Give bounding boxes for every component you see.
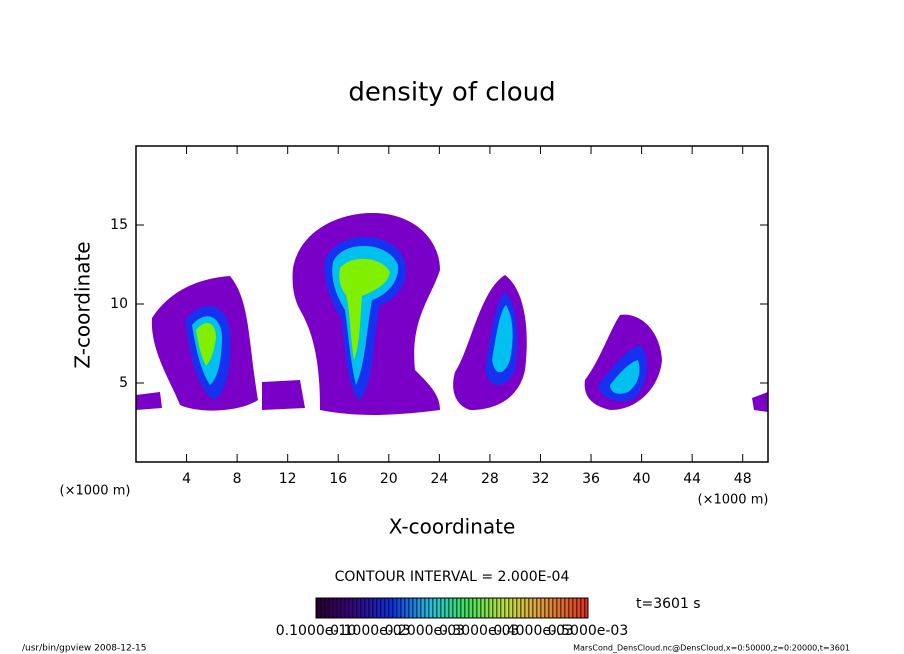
colorbar-label: 0.2000e-03 [385, 623, 465, 639]
colorbar-label: 0.5000e-03 [548, 623, 628, 639]
x-tick-label: 36 [582, 471, 600, 487]
y-tick-label: 10 [110, 296, 128, 312]
x-tick-label: 16 [329, 471, 347, 487]
colorbar-frame [315, 597, 589, 619]
x-tick-label: 32 [532, 471, 550, 487]
x-tick-label: 28 [481, 471, 499, 487]
colorbar-label: 0.3000e-03 [439, 623, 519, 639]
x-tick-label: 12 [279, 471, 297, 487]
x-unit: (×1000 m) [698, 493, 769, 508]
x-tick-label: 24 [430, 471, 448, 487]
y-tick-label: 15 [110, 217, 128, 233]
footer-right: MarsCond_DensCloud.nc@DensCloud,x=0:5000… [573, 644, 850, 653]
time-label: t=3601 s [636, 596, 701, 612]
y-axis-label: Z-coordinate [71, 241, 95, 368]
x-axis-label: X-coordinate [389, 515, 516, 539]
chart-title: density of cloud [348, 78, 555, 108]
x-tick-label: 4 [182, 471, 191, 487]
y-tick-label: 5 [119, 375, 128, 391]
x-tick-label: 48 [734, 471, 752, 487]
colorbar-label: 0.4000e-03 [493, 623, 573, 639]
y-unit: (×1000 m) [60, 484, 131, 499]
cloud-field [136, 212, 768, 415]
colorbar-label: 0.1000e-10 [276, 623, 356, 639]
x-tick-label: 8 [233, 471, 242, 487]
x-tick-label: 44 [683, 471, 701, 487]
x-tick-label: 20 [380, 471, 398, 487]
contour-interval: CONTOUR INTERVAL = 2.000E-04 [335, 569, 570, 585]
footer-left: /usr/bin/gpview 2008-12-15 [22, 644, 146, 654]
x-tick-label: 40 [633, 471, 651, 487]
colorbar-label: 0.1000e-03 [330, 623, 410, 639]
